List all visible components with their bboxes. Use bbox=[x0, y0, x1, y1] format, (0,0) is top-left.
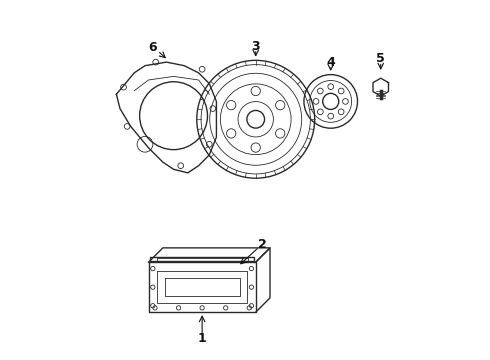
Text: 4: 4 bbox=[326, 55, 335, 69]
Text: 3: 3 bbox=[251, 40, 260, 53]
Bar bbox=[157, 258, 247, 261]
Text: 2: 2 bbox=[259, 238, 267, 251]
Text: 5: 5 bbox=[376, 52, 385, 65]
Text: 1: 1 bbox=[198, 333, 206, 346]
Text: 6: 6 bbox=[148, 41, 156, 54]
Bar bbox=[150, 257, 254, 261]
